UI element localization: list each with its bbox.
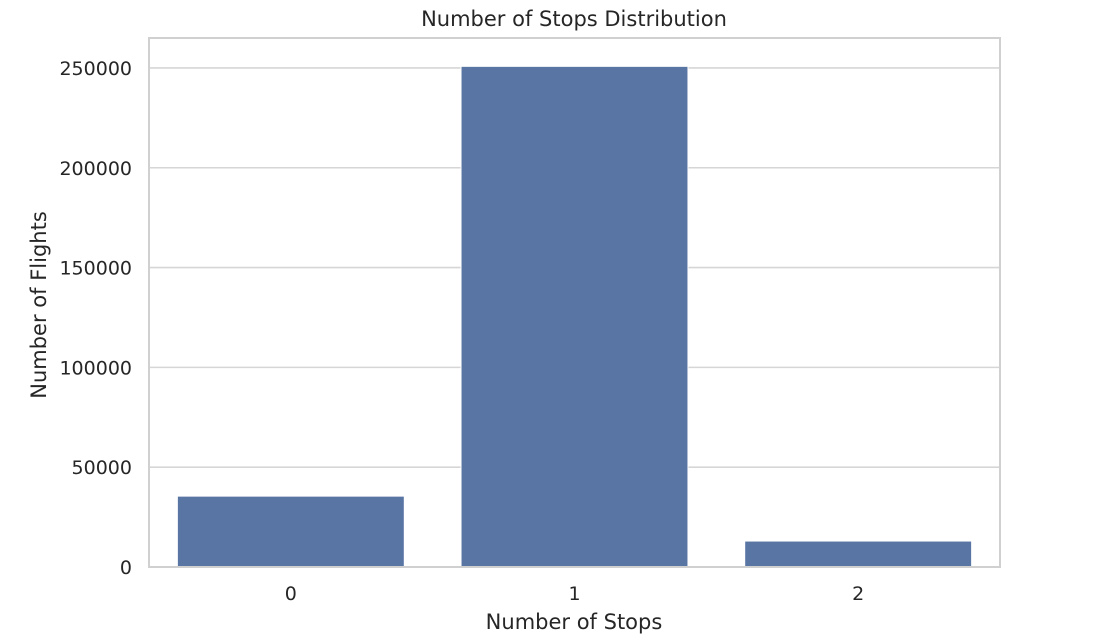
x-axis-label: Number of Stops	[486, 610, 663, 634]
y-tick-label: 0	[120, 557, 132, 579]
y-axis-ticks: 0 50000 100000 150000 200000 250000	[59, 58, 132, 579]
x-tick-label: 0	[285, 583, 297, 605]
x-tick-label: 2	[852, 583, 864, 605]
bar-2	[744, 540, 973, 568]
x-tick-label: 1	[568, 583, 580, 605]
y-tick-label: 150000	[59, 258, 132, 280]
chart-title: Number of Stops Distribution	[421, 7, 727, 31]
y-tick-label: 50000	[72, 457, 132, 479]
x-axis-ticks: 0 1 2	[285, 583, 864, 605]
y-tick-label: 100000	[59, 357, 132, 379]
y-axis-label: Number of Flights	[27, 211, 51, 399]
plot-frame	[148, 37, 1001, 568]
bars-layer	[176, 65, 973, 568]
bar-0	[176, 495, 405, 568]
bar-1	[460, 65, 689, 568]
y-tick-label: 200000	[59, 158, 132, 180]
y-tick-label: 250000	[59, 58, 132, 80]
